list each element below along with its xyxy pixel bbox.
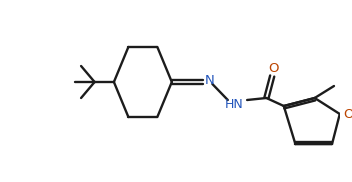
Text: O: O <box>343 108 352 122</box>
Text: HN: HN <box>225 98 244 110</box>
Text: N: N <box>205 74 214 88</box>
Text: O: O <box>268 62 278 76</box>
